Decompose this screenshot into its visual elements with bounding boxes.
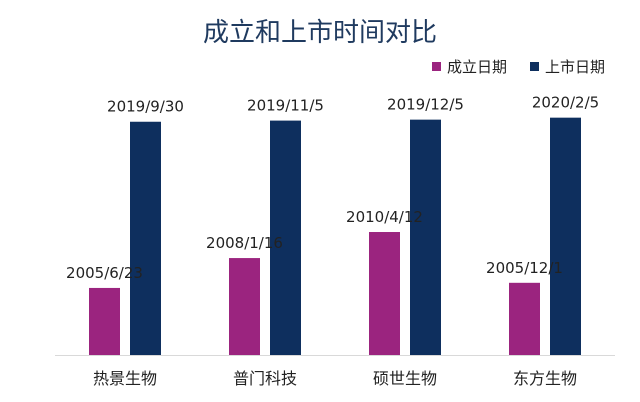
data-label-founded-2: 2008/1/16 [206,234,283,252]
category-label-4: 东方生物 [513,369,577,388]
data-label-founded-4: 2005/12/1 [486,259,563,277]
bar-listed-1 [130,121,161,356]
data-label-listed-4: 2020/2/5 [532,94,599,112]
bar-founded-4 [509,282,540,355]
category-label-3: 硕世生物 [373,369,437,388]
category-label-2: 普门科技 [233,369,297,388]
bars [89,117,581,356]
bar-listed-2 [270,120,301,355]
legend-swatch-founded [432,62,441,71]
category-labels: 热景生物 普门科技 硕世生物 东方生物 [93,369,577,388]
legend-label-founded: 成立日期 [447,58,507,76]
chart-title: 成立和上市时间对比 [203,18,437,48]
bar-listed-3 [410,119,441,355]
data-label-founded-3: 2010/4/12 [346,208,423,226]
data-label-founded-1: 2005/6/23 [66,264,143,282]
legend: 成立日期 上市日期 [432,58,605,76]
bar-founded-1 [89,287,120,355]
bar-founded-2 [229,258,260,355]
legend-label-listed: 上市日期 [545,58,605,76]
legend-swatch-listed [530,62,539,71]
bar-listed-4 [550,117,581,355]
bar-founded-3 [369,232,400,355]
data-label-listed-2: 2019/11/5 [247,97,324,115]
data-labels: 2005/6/23 2019/9/30 2008/1/16 2019/11/5 2010… [66,94,599,282]
data-label-listed-1: 2019/9/30 [107,98,184,116]
data-label-listed-3: 2019/12/5 [387,96,464,114]
category-label-1: 热景生物 [93,369,157,388]
